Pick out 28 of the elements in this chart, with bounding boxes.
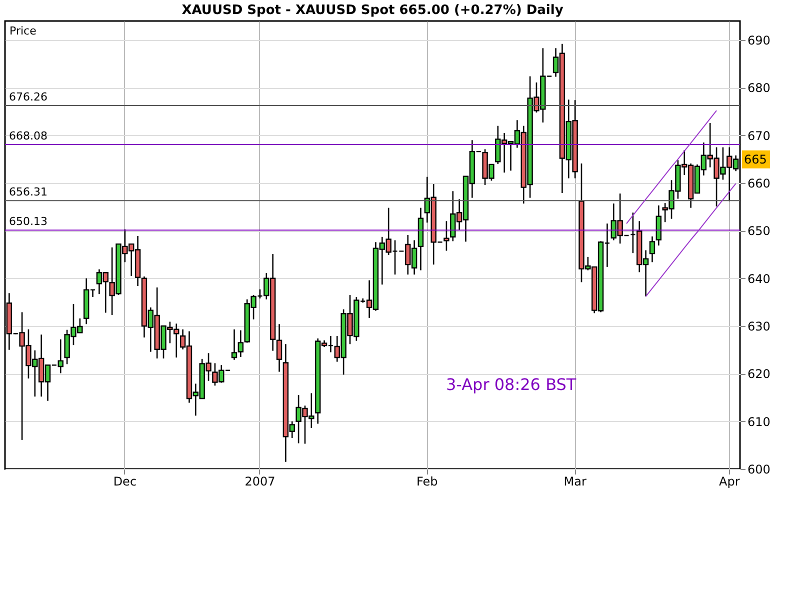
x-tick-label: Dec [113, 474, 137, 488]
candlestick [656, 204, 662, 246]
y-axis-title: Price [10, 24, 37, 38]
candlestick [649, 236, 656, 263]
y-tick-label: 690 [748, 34, 770, 48]
x-tick-label: Feb [416, 474, 438, 488]
y-tick-label: 680 [748, 81, 770, 96]
line-series [626, 110, 718, 224]
line-series [645, 183, 736, 297]
y-tick-label: 660 [748, 176, 770, 191]
ref-line-label: 656.31 [9, 186, 48, 199]
y-tick-label: 640 [748, 272, 770, 286]
ref-line-label: 676.26 [9, 90, 48, 104]
ref-line-label: 650.13 [9, 215, 48, 228]
x-tick-label: Apr [719, 474, 740, 488]
candlestick [444, 220, 450, 252]
y-tick-label: 620 [748, 367, 770, 382]
chart-title: XAUUSD Spot - XAUUSD Spot 665.00 (+0.27%) Daily [182, 3, 564, 18]
x-tick-label: 2007 [244, 474, 276, 488]
text: 665 [744, 152, 767, 166]
y-tick-label: 670 [748, 128, 770, 143]
x-tick-label: Mar [564, 474, 586, 488]
y-tick-label: 630 [748, 320, 770, 334]
ref-line-label: 668.08 [9, 130, 48, 143]
y-tick-label: 650 [748, 224, 770, 238]
y-tick-label: 610 [748, 414, 770, 429]
annotation: 3-Apr 08:26 BST [446, 374, 576, 394]
y-tick-label: 600 [748, 462, 770, 476]
